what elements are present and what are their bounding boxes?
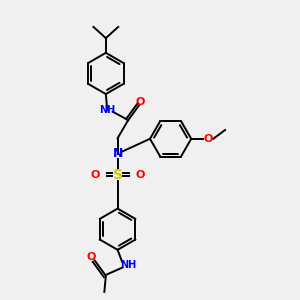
Text: O: O	[204, 134, 213, 144]
Text: S: S	[112, 168, 123, 182]
Text: O: O	[91, 170, 100, 180]
Text: O: O	[136, 97, 145, 107]
Text: NH: NH	[99, 105, 116, 115]
Text: NH: NH	[120, 260, 136, 269]
Text: O: O	[135, 170, 144, 180]
Text: O: O	[86, 252, 96, 262]
Text: N: N	[112, 147, 123, 160]
